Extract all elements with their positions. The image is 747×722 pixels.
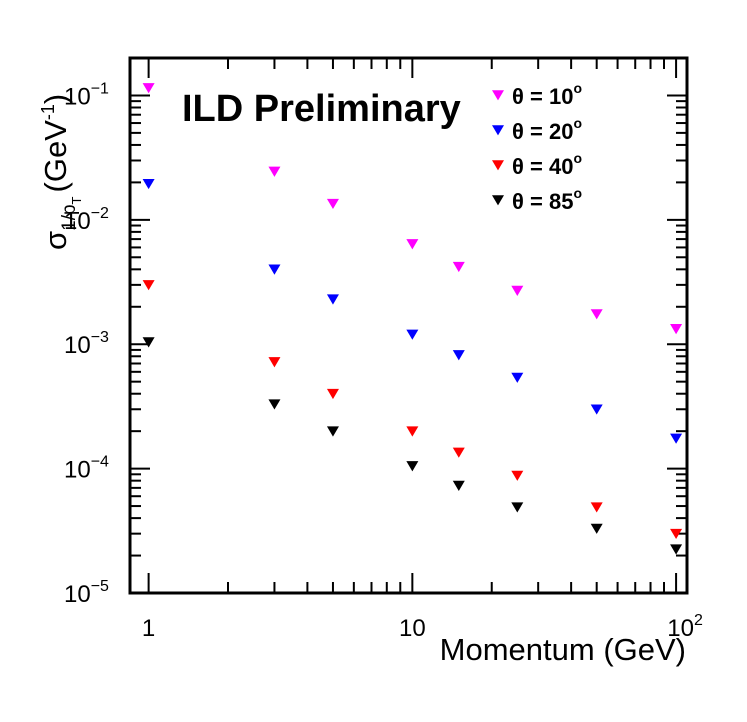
point-series1-5 bbox=[511, 372, 524, 383]
point-series1-7 bbox=[670, 433, 683, 444]
watermark: ILD Preliminary bbox=[182, 88, 461, 130]
point-series3-3 bbox=[406, 461, 419, 472]
point-series2-0 bbox=[142, 280, 155, 291]
x-tick-label-2: 102 bbox=[667, 612, 703, 642]
point-series0-7 bbox=[670, 324, 683, 335]
legend: θ = 10o θ = 20o θ = 40o θ = 85o bbox=[492, 80, 582, 214]
point-series1-1 bbox=[268, 264, 281, 275]
point-series0-5 bbox=[511, 285, 524, 296]
y-tick-label-3: 10−2 bbox=[64, 205, 109, 235]
point-series3-0 bbox=[142, 337, 155, 348]
y-tick-label-2: 10−3 bbox=[64, 329, 109, 359]
x-tick-label-1: 10 bbox=[399, 615, 426, 642]
y-tick-label-4: 10−1 bbox=[64, 80, 109, 110]
point-series2-5 bbox=[511, 470, 524, 481]
point-series3-5 bbox=[511, 502, 524, 513]
point-series2-7 bbox=[670, 528, 683, 540]
y-axis-symbol: σ bbox=[38, 231, 73, 250]
x-tick-label-0: 1 bbox=[142, 615, 155, 642]
legend-label-0: θ = 10o bbox=[512, 80, 582, 109]
point-series0-1 bbox=[268, 166, 281, 177]
point-series0-2 bbox=[326, 198, 339, 210]
y-tick-label-1: 10−4 bbox=[64, 454, 109, 484]
point-series0-0 bbox=[142, 83, 155, 94]
point-series2-3 bbox=[406, 426, 419, 437]
point-series1-3 bbox=[406, 329, 419, 340]
y-axis-title: σ1/pT (GeV-1) bbox=[38, 94, 84, 250]
y-axis-unit-close: ) bbox=[38, 94, 73, 104]
point-series2-4 bbox=[452, 447, 465, 458]
svg-text:σ1/pT(GeV-1): σ1/pT (GeV-1) bbox=[38, 94, 84, 250]
legend-label-2: θ = 40o bbox=[512, 150, 582, 179]
legend-marker-2 bbox=[492, 160, 504, 171]
y-tick-label-0: 10−5 bbox=[64, 578, 109, 608]
point-series0-3 bbox=[406, 239, 419, 250]
point-series1-4 bbox=[452, 350, 465, 361]
point-series3-4 bbox=[452, 480, 465, 492]
point-series0-4 bbox=[452, 261, 465, 273]
point-series1-6 bbox=[590, 404, 603, 415]
axis-ticks bbox=[130, 57, 687, 594]
point-series3-2 bbox=[326, 426, 339, 437]
y-axis-sub-subscript: T bbox=[69, 196, 84, 204]
legend-marker-1 bbox=[492, 125, 504, 136]
point-series1-2 bbox=[326, 294, 339, 305]
point-series3-6 bbox=[590, 523, 603, 534]
point-series2-1 bbox=[268, 357, 281, 368]
point-series3-1 bbox=[268, 399, 281, 410]
legend-label-1: θ = 20o bbox=[512, 115, 582, 144]
y-axis-unit-exponent: -1 bbox=[38, 104, 58, 120]
point-series3-7 bbox=[670, 544, 683, 555]
y-axis-subscript: 1/p bbox=[59, 204, 80, 230]
legend-marker-0 bbox=[492, 90, 504, 101]
data-points bbox=[142, 83, 683, 555]
legend-label-3: θ = 85o bbox=[512, 185, 582, 214]
legend-marker-3 bbox=[492, 195, 504, 206]
point-series2-2 bbox=[326, 388, 339, 400]
plot-frame bbox=[128, 56, 689, 595]
axis-tick-labels: 1 10 102 10−5 10−4 10−3 10−2 10−1 bbox=[64, 80, 703, 642]
point-series1-0 bbox=[142, 178, 155, 190]
point-series0-6 bbox=[590, 309, 603, 320]
y-axis-unit: (GeV bbox=[38, 120, 73, 193]
x-axis-title: Momentum (GeV) bbox=[440, 632, 686, 667]
point-series2-6 bbox=[590, 502, 603, 513]
